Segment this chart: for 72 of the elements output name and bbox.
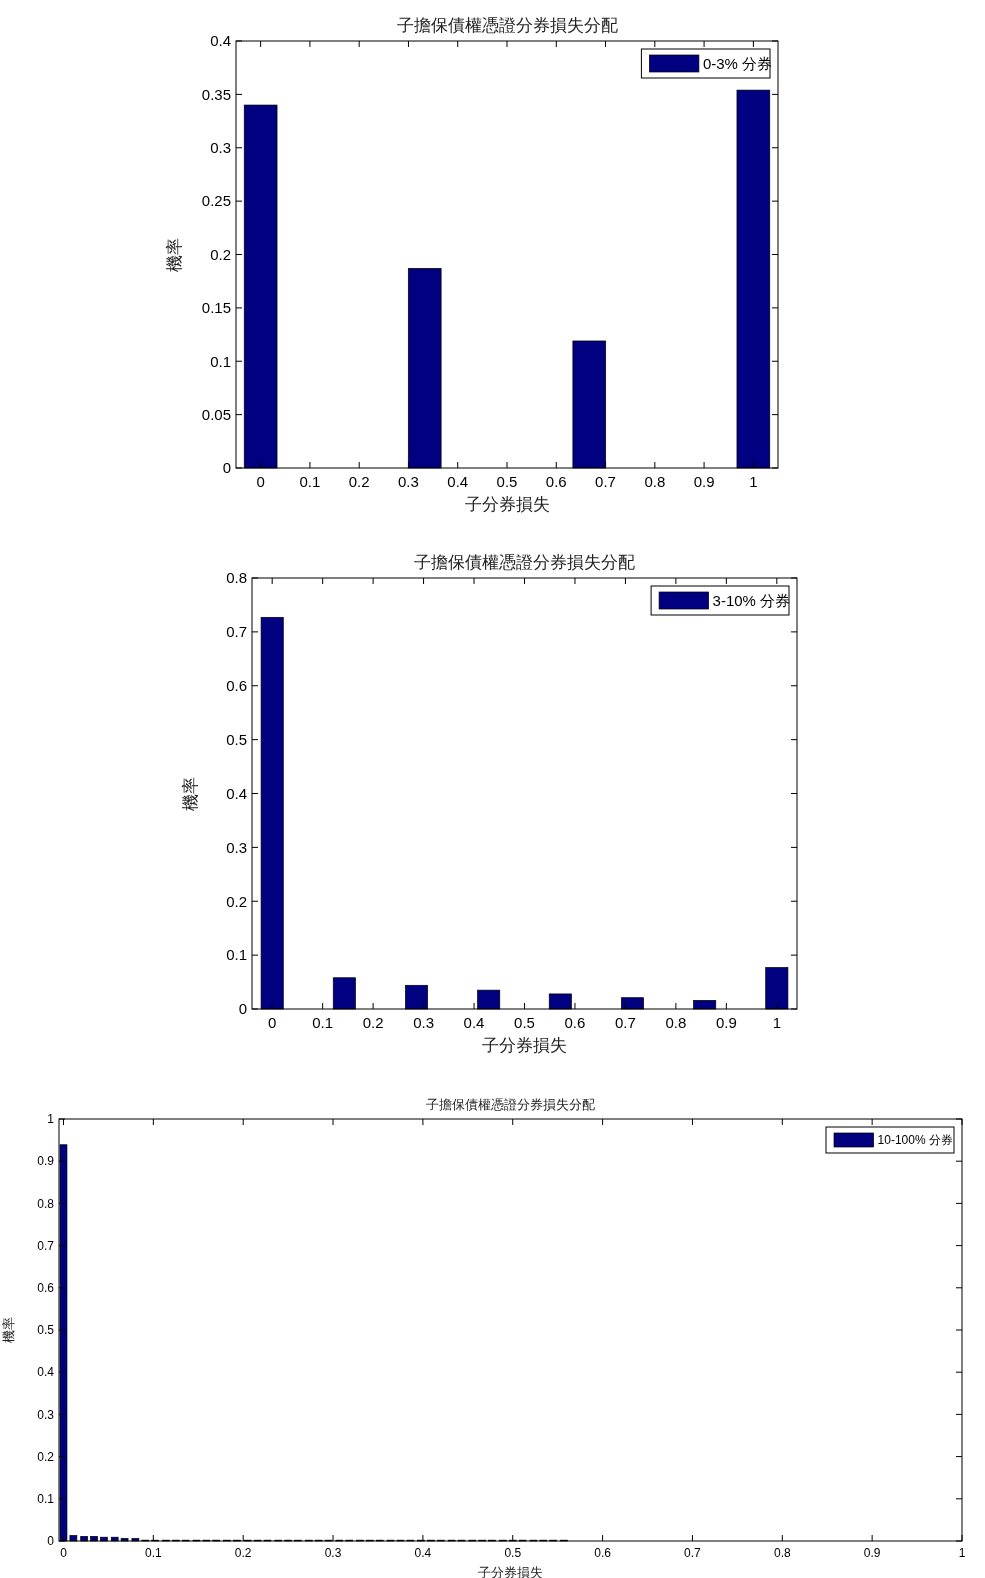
x-tick-label: 0.2 — [348, 473, 370, 490]
x-tick-label: 0.9 — [715, 1014, 737, 1031]
y-tick-label: 0.4 — [226, 784, 247, 802]
legend-label: 3-10% 分券 — [712, 591, 791, 609]
x-tick-label: 0.5 — [496, 473, 518, 490]
x-tick-label: 0.1 — [145, 1546, 163, 1560]
y-tick-label: 0.3 — [226, 838, 247, 856]
x-tick-label: 0.1 — [312, 1014, 334, 1031]
y-tick-label: 1 — [47, 1112, 55, 1127]
y-tick-label: 0 — [47, 1534, 55, 1549]
y-tick-label: 0.15 — [201, 299, 231, 317]
x-tick-label: 0.6 — [564, 1014, 586, 1031]
x-tick-label: 0 — [60, 1546, 68, 1560]
x-tick-label: 0.7 — [684, 1546, 702, 1560]
x-tick-label: 0.9 — [693, 473, 715, 490]
x-tick-label: 0.8 — [773, 1546, 791, 1560]
x-tick-label: 0.9 — [863, 1546, 881, 1560]
x-tick-label: 0.1 — [299, 473, 321, 490]
chart-title: 子擔保債權憑證分券損失分配 — [396, 16, 618, 35]
x-tick-label: 0.3 — [398, 473, 419, 490]
chart-title: 子擔保債權憑證分券損失分配 — [426, 1097, 595, 1112]
x-tick-label: 1 — [958, 1546, 966, 1560]
y-tick-label: 0 — [238, 1000, 247, 1018]
y-tick-label: 0.5 — [226, 730, 247, 748]
y-tick-label: 0.8 — [226, 569, 247, 587]
y-tick-label: 0.35 — [201, 85, 231, 103]
x-tick-label: 0.7 — [615, 1014, 636, 1031]
legend-label: 0-3% 分券 — [702, 54, 773, 72]
y-tick-label: 0.1 — [226, 946, 247, 964]
x-tick-label: 0.8 — [644, 473, 666, 490]
y-tick-label: 0.7 — [37, 1238, 55, 1253]
y-tick-label: 0.4 — [37, 1365, 55, 1380]
y-tick-label: 0.1 — [210, 352, 231, 370]
y-tick-label: 0.8 — [37, 1196, 55, 1211]
y-tick-label: 0.25 — [201, 192, 231, 210]
x-tick-label: 1 — [749, 473, 758, 490]
y-axis-title: 機率 — [165, 237, 184, 272]
y-tick-label: 0.7 — [226, 623, 247, 641]
x-tick-label: 0.3 — [413, 1014, 434, 1031]
y-tick-label: 0.6 — [37, 1281, 55, 1295]
x-tick-label: 0 — [256, 473, 265, 490]
y-tick-label: 0.1 — [37, 1492, 55, 1506]
x-axis-title: 子分券損失 — [464, 495, 550, 514]
x-tick-label: 0.4 — [463, 1014, 485, 1031]
y-tick-label: 0.2 — [226, 892, 247, 910]
chart-title: 子擔保債權憑證分券損失分配 — [414, 553, 635, 572]
x-tick-label: 0.6 — [594, 1546, 612, 1560]
x-tick-label: 0.5 — [514, 1014, 535, 1031]
legend-label: 10-100% 分券 — [877, 1133, 953, 1148]
x-tick-label: 0.3 — [324, 1546, 342, 1560]
y-tick-label: 0.4 — [210, 32, 231, 50]
y-tick-label: 0.3 — [210, 139, 231, 156]
y-axis-title: 機率 — [181, 776, 200, 811]
x-tick-label: 0.6 — [545, 473, 567, 490]
y-tick-label: 0.2 — [37, 1449, 55, 1464]
y-axis-title: 機率 — [0, 1317, 16, 1343]
x-tick-label: 0.2 — [362, 1014, 384, 1031]
x-tick-label: 0.5 — [504, 1546, 522, 1560]
y-tick-label: 0.9 — [37, 1154, 55, 1169]
x-tick-label: 0.4 — [447, 473, 469, 490]
y-tick-label: 0 — [222, 459, 231, 477]
x-tick-label: 0 — [268, 1014, 277, 1031]
y-tick-label: 0.3 — [37, 1407, 55, 1422]
x-tick-label: 1 — [772, 1014, 781, 1031]
y-tick-label: 0.2 — [210, 245, 231, 263]
x-tick-label: 0.4 — [414, 1546, 432, 1560]
x-tick-label: 0.7 — [595, 473, 616, 490]
y-tick-label: 0.05 — [201, 405, 231, 423]
y-tick-label: 0.6 — [226, 677, 247, 694]
x-axis-title: 子分券損失 — [482, 1036, 567, 1055]
y-tick-label: 0.5 — [37, 1323, 55, 1338]
x-tick-label: 0.8 — [665, 1014, 687, 1031]
